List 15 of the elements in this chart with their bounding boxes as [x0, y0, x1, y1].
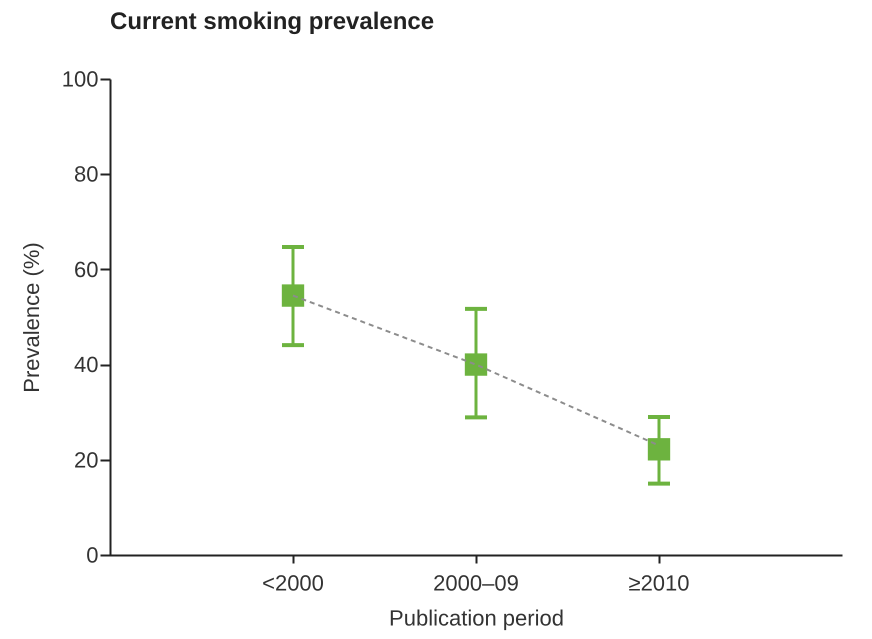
y-tick-label: 80 — [74, 162, 98, 187]
chart-title: Current smoking prevalence — [110, 8, 434, 35]
y-tick-label: 100 — [62, 66, 98, 92]
y-tick-label: 60 — [74, 256, 98, 282]
y-tick-label: 20 — [74, 447, 98, 472]
y-tick-label: 40 — [74, 352, 98, 378]
point — [282, 284, 304, 307]
y-tick-label: 0 — [86, 542, 98, 568]
x-axis-title: Publication period — [389, 606, 564, 630]
x-tick-label: ≥2010 — [628, 570, 690, 596]
point — [464, 353, 488, 376]
x-tick-label: <2000 — [262, 570, 324, 596]
point — [648, 438, 670, 461]
y-axis-title: Prevalence (%) — [18, 242, 44, 393]
x-tick-label: 2000–09 — [433, 570, 519, 596]
